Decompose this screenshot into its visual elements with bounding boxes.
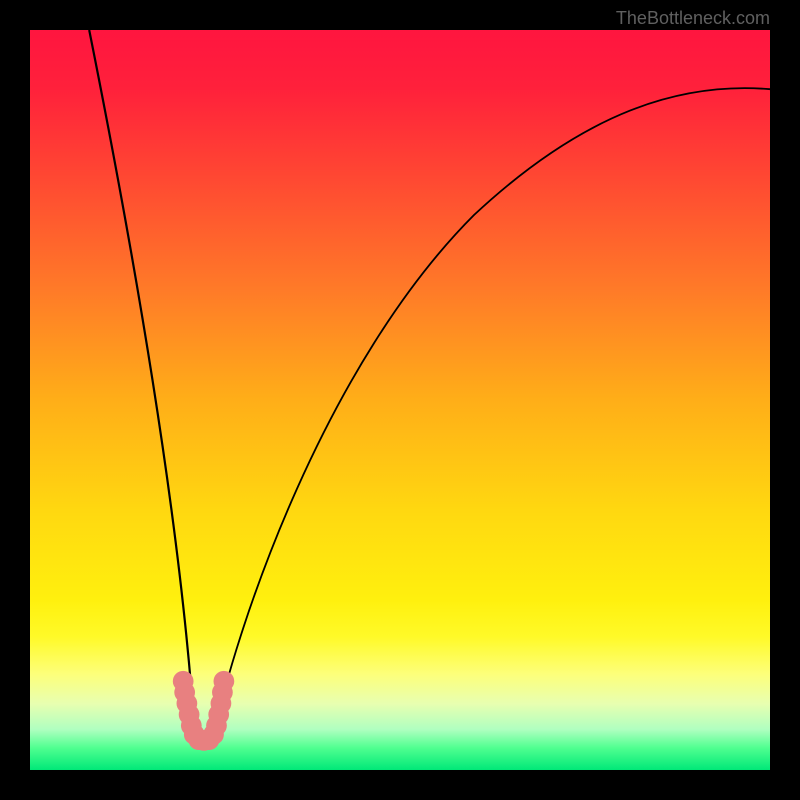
left-curve (89, 30, 195, 739)
marker-dot (214, 671, 235, 692)
plot-area (30, 30, 770, 770)
chart-curves (30, 30, 770, 770)
chart-frame: TheBottleneck.com (0, 0, 800, 800)
watermark-text: TheBottleneck.com (616, 8, 770, 29)
right-curve (213, 88, 770, 739)
